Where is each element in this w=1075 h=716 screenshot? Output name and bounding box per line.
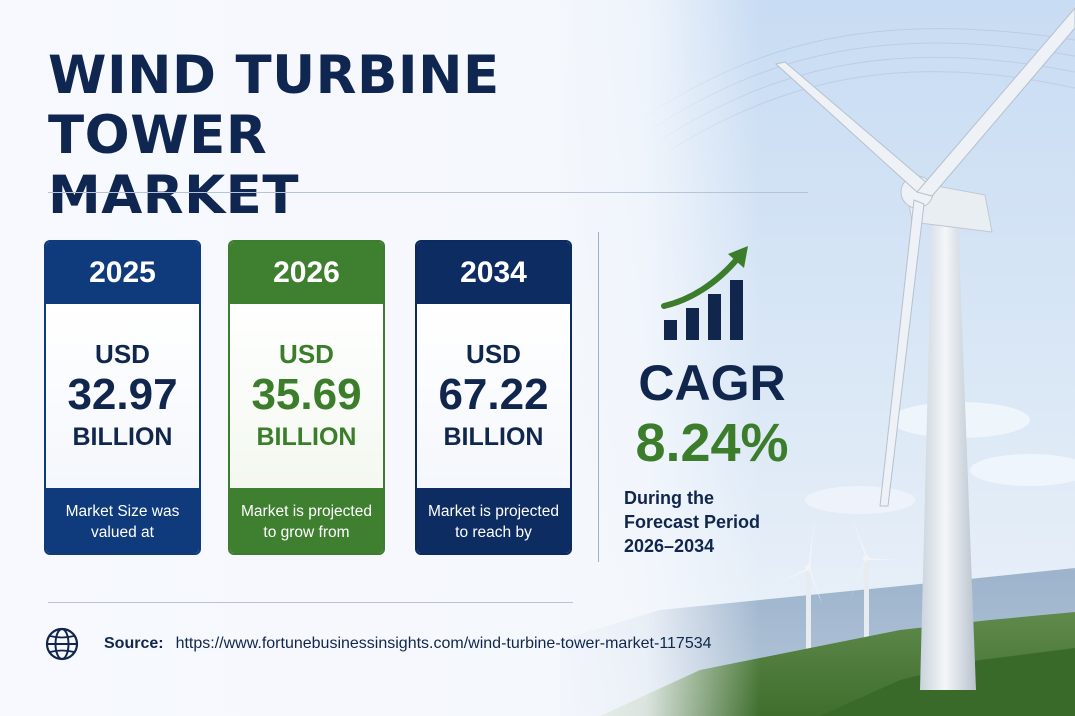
cagr-label: CAGR bbox=[638, 355, 786, 411]
card-caption-line-2: to grow from bbox=[263, 523, 350, 541]
source-line: Source: https://www.fortunebusinessinsig… bbox=[44, 626, 712, 662]
card-currency: USD bbox=[279, 339, 334, 369]
divider-bottom bbox=[48, 602, 573, 603]
stat-card-2026: 2026 USD 35.69 BILLION Market is project… bbox=[228, 240, 385, 555]
card-unit: BILLION bbox=[443, 423, 544, 451]
cagr-value: 8.24% bbox=[635, 413, 789, 473]
cagr-desc-line-1: During the bbox=[624, 488, 714, 508]
card-caption: Market is projected to reach by bbox=[417, 488, 570, 553]
card-caption-line-1: Market is projected bbox=[241, 502, 372, 520]
cagr-desc-line-3: 2026–2034 bbox=[624, 536, 715, 556]
cagr-description: During the Forecast Period 2026–2034 bbox=[624, 486, 794, 558]
small-turbine-2 bbox=[850, 518, 896, 656]
card-caption: Market is projected to grow from bbox=[230, 488, 383, 553]
card-caption-line-2: valued at bbox=[91, 523, 154, 541]
card-value: 35.69 bbox=[251, 370, 362, 419]
page-title: WIND TURBINE TOWER MARKET bbox=[48, 46, 728, 226]
title-line-2: MARKET bbox=[48, 165, 299, 226]
card-body: USD 32.97 BILLION bbox=[46, 304, 199, 488]
card-year: 2034 bbox=[417, 242, 570, 304]
title-line-1: WIND TURBINE TOWER bbox=[48, 45, 500, 166]
stat-card-2034: 2034 USD 67.22 BILLION Market is project… bbox=[415, 240, 572, 555]
growth-chart-arrow-icon bbox=[661, 246, 748, 340]
card-year: 2025 bbox=[46, 242, 199, 304]
card-value: 32.97 bbox=[67, 370, 178, 419]
card-unit: BILLION bbox=[256, 423, 357, 451]
card-body: USD 35.69 BILLION bbox=[230, 304, 383, 488]
card-currency: USD bbox=[95, 339, 150, 369]
globe-icon bbox=[45, 627, 79, 661]
cagr-desc-line-2: Forecast Period bbox=[624, 512, 761, 532]
small-turbine-1 bbox=[775, 515, 822, 670]
card-currency: USD bbox=[466, 339, 521, 369]
card-caption-line-2: to reach by bbox=[455, 523, 532, 541]
card-value: 67.22 bbox=[438, 370, 549, 419]
card-caption: Market Size was valued at bbox=[46, 488, 199, 553]
card-body: USD 67.22 BILLION bbox=[417, 304, 570, 488]
card-year: 2026 bbox=[230, 242, 383, 304]
card-caption-line-1: Market Size was bbox=[65, 502, 180, 520]
stat-card-2025: 2025 USD 32.97 BILLION Market Size was v… bbox=[44, 240, 201, 555]
source-url[interactable]: https://www.fortunebusinessinsights.com/… bbox=[175, 635, 712, 652]
card-caption-line-1: Market is projected bbox=[428, 502, 559, 520]
source-label: Source: bbox=[104, 635, 164, 652]
divider-vertical bbox=[598, 232, 599, 562]
divider-top bbox=[48, 192, 808, 193]
card-unit: BILLION bbox=[72, 423, 173, 451]
